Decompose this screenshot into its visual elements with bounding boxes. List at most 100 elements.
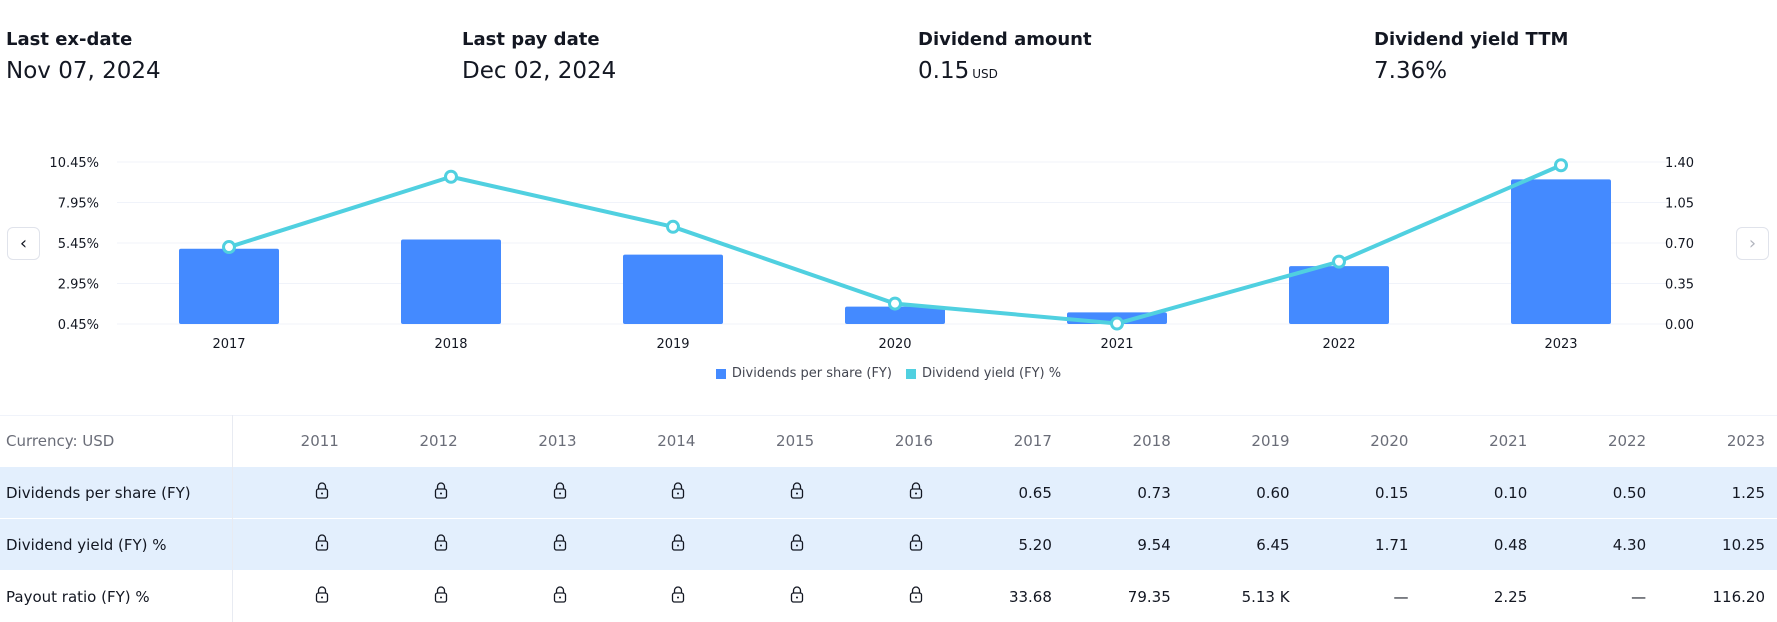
- next-button[interactable]: ›: [1736, 227, 1769, 260]
- prev-button[interactable]: ‹: [7, 227, 40, 260]
- bar-2019[interactable]: [623, 255, 723, 324]
- year-header: 2019: [1183, 416, 1302, 467]
- legend-swatch: [716, 369, 726, 379]
- stat-value: 7.36%: [1374, 56, 1568, 86]
- x-axis-tick: 2018: [434, 337, 467, 352]
- lock-icon[interactable]: [232, 519, 351, 571]
- currency-label: Currency: USD: [0, 416, 232, 467]
- lock-icon[interactable]: [707, 571, 826, 622]
- table-cell: 0.60: [1183, 467, 1302, 519]
- stat-dividend-yield-ttm: Dividend yield TTM 7.36%: [1374, 28, 1568, 86]
- year-header: 2012: [351, 416, 470, 467]
- lock-icon[interactable]: [470, 467, 589, 519]
- legend-swatch: [906, 369, 916, 379]
- bar-2017[interactable]: [179, 249, 279, 324]
- left-axis-tick: 2.95%: [58, 278, 99, 293]
- lock-icon[interactable]: [351, 519, 470, 571]
- lock-icon[interactable]: [589, 519, 708, 571]
- yield-point-2019[interactable]: [668, 221, 679, 232]
- table-cell: 0.65: [945, 467, 1064, 519]
- table-cell: 79.35: [1064, 571, 1183, 622]
- yield-point-2022[interactable]: [1334, 256, 1345, 267]
- lock-icon[interactable]: [232, 571, 351, 622]
- yield-point-2023[interactable]: [1556, 160, 1567, 171]
- table-cell: 10.25: [1658, 519, 1777, 571]
- stat-last-pay-date: Last pay date Dec 02, 2024: [462, 28, 616, 86]
- x-axis-tick: 2020: [878, 337, 911, 352]
- chevron-left-icon: ‹: [20, 233, 27, 254]
- right-axis-tick: 0.70: [1665, 237, 1694, 252]
- year-header: 2022: [1539, 416, 1658, 467]
- lock-icon[interactable]: [589, 467, 708, 519]
- x-axis-tick: 2017: [212, 337, 245, 352]
- chevron-right-icon: ›: [1749, 233, 1756, 254]
- x-axis-tick: 2021: [1100, 337, 1133, 352]
- lock-icon[interactable]: [470, 571, 589, 622]
- x-axis-tick: 2023: [1544, 337, 1577, 352]
- lock-icon[interactable]: [826, 467, 945, 519]
- right-axis-tick: 1.05: [1665, 197, 1694, 212]
- stat-last-ex-date: Last ex-date Nov 07, 2024: [6, 28, 161, 86]
- table-cell: 1.71: [1302, 519, 1421, 571]
- yield-point-2020[interactable]: [890, 298, 901, 309]
- stat-label: Dividend amount: [918, 28, 1092, 52]
- stat-label: Dividend yield TTM: [1374, 28, 1568, 52]
- lock-icon[interactable]: [826, 519, 945, 571]
- lock-icon[interactable]: [826, 571, 945, 622]
- year-header: 2016: [826, 416, 945, 467]
- year-header: 2023: [1658, 416, 1777, 467]
- dividend-chart: 10.45%1.407.95%1.055.45%0.702.95%0.350.4…: [0, 130, 1777, 370]
- year-header: 2015: [707, 416, 826, 467]
- table-cell: 2.25: [1420, 571, 1539, 622]
- row-label: Payout ratio (FY) %: [0, 571, 232, 622]
- right-axis-tick: 0.35: [1665, 278, 1694, 293]
- table-cell: 6.45: [1183, 519, 1302, 571]
- yield-point-2017[interactable]: [224, 242, 235, 253]
- left-axis-tick: 0.45%: [58, 318, 99, 333]
- lock-icon[interactable]: [351, 571, 470, 622]
- right-axis-tick: 0.00: [1665, 318, 1694, 333]
- legend-item-yield[interactable]: Dividend yield (FY) %: [906, 366, 1061, 381]
- stat-label: Last ex-date: [6, 28, 161, 52]
- table-cell: —: [1539, 571, 1658, 622]
- legend-item-dps[interactable]: Dividends per share (FY): [716, 366, 892, 381]
- year-header: 2018: [1064, 416, 1183, 467]
- lock-icon[interactable]: [351, 467, 470, 519]
- stat-value: 0.15: [918, 58, 969, 84]
- table-cell: 0.73: [1064, 467, 1183, 519]
- yield-point-2021[interactable]: [1112, 318, 1123, 329]
- legend-label: Dividend yield (FY) %: [922, 366, 1061, 381]
- stat-label: Last pay date: [462, 28, 616, 52]
- table-cell: 0.10: [1420, 467, 1539, 519]
- lock-icon[interactable]: [707, 519, 826, 571]
- table-cell: 5.13 K: [1183, 571, 1302, 622]
- table-cell: 116.20: [1658, 571, 1777, 622]
- bar-2018[interactable]: [401, 240, 501, 324]
- year-header: 2011: [232, 416, 351, 467]
- lock-icon[interactable]: [232, 467, 351, 519]
- right-axis-tick: 1.40: [1665, 156, 1694, 171]
- year-header: 2020: [1302, 416, 1421, 467]
- lock-icon[interactable]: [589, 571, 708, 622]
- lock-icon[interactable]: [470, 519, 589, 571]
- legend-label: Dividends per share (FY): [732, 366, 892, 381]
- stat-value: Nov 07, 2024: [6, 56, 161, 86]
- chart-legend: Dividends per share (FY) Dividend yield …: [0, 366, 1777, 381]
- lock-icon[interactable]: [707, 467, 826, 519]
- bar-2022[interactable]: [1289, 266, 1389, 324]
- bar-2023[interactable]: [1511, 179, 1611, 324]
- year-header: 2013: [470, 416, 589, 467]
- yield-point-2018[interactable]: [446, 171, 457, 182]
- left-axis-tick: 5.45%: [58, 237, 99, 252]
- table-cell: 0.15: [1302, 467, 1421, 519]
- table-cell: 9.54: [1064, 519, 1183, 571]
- x-axis-tick: 2022: [1322, 337, 1355, 352]
- table-cell: 4.30: [1539, 519, 1658, 571]
- row-label: Dividends per share (FY): [0, 467, 232, 519]
- table-cell: —: [1302, 571, 1421, 622]
- year-header: 2017: [945, 416, 1064, 467]
